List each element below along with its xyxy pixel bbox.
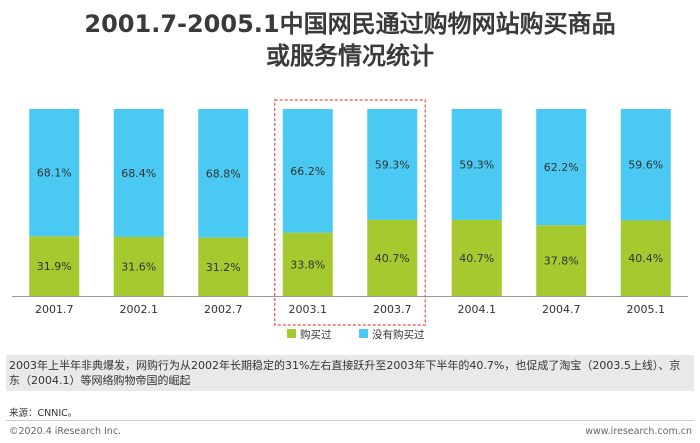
note-background	[6, 355, 694, 391]
analysis-note: 2003年上半年非典爆发，网购行为从2002年长期稳定的31%左右直接跃升至20…	[9, 359, 681, 387]
bar-segment-purchased	[620, 220, 671, 296]
copyright-text: ©2020.4 iResearch Inc.	[9, 426, 122, 437]
bar-segment-not-purchased	[367, 109, 418, 220]
data-label-purchased: 40.7%	[459, 252, 494, 265]
x-tick-label: 2004.1	[458, 303, 497, 316]
x-tick-label: 2005.1	[627, 303, 666, 316]
data-label-purchased: 40.4%	[628, 252, 663, 265]
data-label-purchased: 31.9%	[37, 260, 72, 273]
footer-divider	[6, 420, 694, 421]
chart-title-line2: 或服务情况统计	[266, 42, 434, 70]
bar-segment-purchased	[536, 225, 587, 296]
bar-segment-not-purchased	[451, 109, 502, 220]
data-label-purchased: 31.2%	[206, 261, 241, 274]
data-label-not-purchased: 68.1%	[37, 167, 72, 180]
bar-segment-not-purchased	[198, 109, 249, 238]
data-label-purchased: 33.8%	[290, 258, 325, 271]
data-label-not-purchased: 59.3%	[375, 158, 410, 171]
bar-segment-purchased	[282, 232, 333, 296]
x-tick-label: 2002.1	[120, 303, 159, 316]
highlight-box	[274, 99, 426, 326]
website-text: www.iresearch.com.cn	[585, 426, 692, 437]
chart-title-line1: 2001.7-2005.1中国网民通过购物网站购买商品	[84, 10, 616, 38]
bar-segment-purchased	[198, 237, 249, 296]
data-label-purchased: 37.8%	[544, 255, 579, 268]
data-label-not-purchased: 66.2%	[290, 165, 325, 178]
legend-swatch-purchased	[287, 329, 296, 338]
bar-segment-purchased	[367, 219, 418, 296]
x-tick-label: 2002.7	[204, 303, 243, 316]
data-label-purchased: 40.7%	[375, 252, 410, 265]
data-label-not-purchased: 68.4%	[121, 167, 156, 180]
data-label-not-purchased: 62.2%	[544, 161, 579, 174]
x-tick-label: 2003.1	[289, 303, 328, 316]
data-label-not-purchased: 59.3%	[459, 158, 494, 171]
stacked-bar-chart: 68.1% 31.9% 2001.7 68.4% 31.6% 2002.1 68.8% 31.…	[12, 99, 688, 341]
x-tick-label: 2003.7	[373, 303, 412, 316]
data-label-not-purchased: 59.6%	[628, 159, 663, 172]
bar-segment-not-purchased	[282, 109, 333, 233]
legend-label-not-purchased: 没有购买过	[372, 328, 425, 341]
bar-segment-not-purchased	[29, 109, 80, 237]
legend-label-purchased: 购买过	[300, 328, 332, 341]
bar-segment-purchased	[451, 219, 502, 296]
x-tick-label: 2001.7	[35, 303, 74, 316]
bar-segment-purchased	[29, 236, 80, 296]
data-label-purchased: 31.6%	[121, 260, 156, 273]
source-text: 来源：CNNIC。	[9, 408, 78, 419]
bar-segment-not-purchased	[536, 109, 587, 226]
bar-segment-not-purchased	[113, 109, 164, 237]
x-tick-label: 2004.7	[542, 303, 581, 316]
bar-segment-not-purchased	[620, 109, 671, 221]
data-label-not-purchased: 68.8%	[206, 167, 241, 180]
legend-swatch-not-purchased	[359, 329, 368, 338]
bar-segment-purchased	[113, 236, 164, 296]
chart-title: 2001.7-2005.1中国网民通过购物网站购买商品 或服务情况统计	[0, 8, 700, 72]
